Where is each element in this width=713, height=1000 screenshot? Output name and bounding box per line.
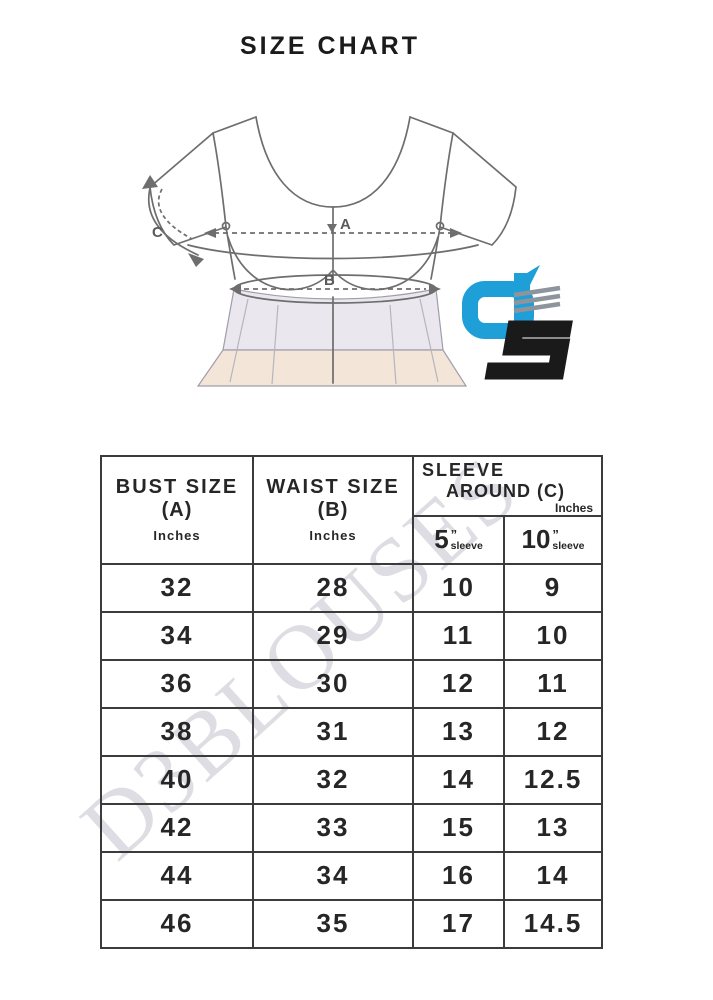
size-cell: 32: [100, 562, 254, 613]
size-cell: 9: [502, 562, 604, 613]
logo-s-shape: [484, 320, 573, 380]
size-cell: 32: [252, 754, 414, 805]
table-row: 40 32 14 12.5: [100, 754, 604, 805]
size-cell: 28: [252, 562, 414, 613]
sleeve-5-size: 5: [434, 524, 449, 555]
size-cell: 42: [100, 802, 254, 853]
waist-measure-label: B: [324, 272, 335, 289]
size-cell: 38: [100, 706, 254, 757]
bust-size-header: BUST SIZE (A) Inches: [100, 455, 254, 565]
size-cell: 14.5: [502, 898, 604, 949]
blouse-measurement-diagram: A B C: [142, 116, 517, 387]
waist-size-code: (B): [317, 499, 349, 522]
size-cell: 15: [412, 802, 505, 853]
blouse-outline: [147, 116, 517, 384]
size-cell: 13: [502, 802, 604, 853]
sleeve-5-header: 5 ” sleeve: [412, 514, 505, 565]
size-cell: 14: [412, 754, 505, 805]
size-chart-table: BUST SIZE (A) Inches WAIST SIZE (B) Inch…: [100, 455, 604, 949]
size-cell: 44: [100, 850, 254, 901]
size-cell: 12: [412, 658, 505, 709]
sleeve-unit: Inches: [555, 500, 594, 515]
size-cell: 16: [412, 850, 505, 901]
size-cell: 13: [412, 706, 505, 757]
bust-size-unit: Inches: [153, 528, 201, 544]
size-cell: 12.5: [502, 754, 604, 805]
bust-measure-label: A: [340, 216, 351, 233]
sleeve-10-word: sleeve: [552, 540, 585, 553]
table-row: 42 33 15 13: [100, 802, 604, 853]
sleeve-title-line2: AROUND (C): [446, 480, 565, 501]
size-cell: 11: [502, 658, 604, 709]
size-cell: 34: [252, 850, 414, 901]
size-cell: 46: [100, 898, 254, 949]
size-cell: 17: [412, 898, 505, 949]
inch-mark: ”: [552, 527, 558, 543]
waist-size-title: WAIST SIZE: [266, 476, 400, 499]
size-cell: 34: [100, 610, 254, 661]
table-row: 44 34 16 14: [100, 850, 604, 901]
size-cell: 10: [502, 610, 604, 661]
sleeve-10-header: 10 ” sleeve: [502, 514, 604, 565]
waist-size-header: WAIST SIZE (B) Inches: [252, 455, 414, 565]
size-cell: 33: [252, 802, 414, 853]
table-row: 34 29 11 10: [100, 610, 604, 661]
bust-size-title: BUST SIZE: [115, 476, 239, 499]
page-title: SIZE CHART: [240, 32, 420, 60]
sleeve-10-size: 10: [521, 524, 551, 555]
size-cell: 14: [502, 850, 604, 901]
size-cell: 12: [502, 706, 604, 757]
size-cell: 31: [252, 706, 414, 757]
waist-size-unit: Inches: [309, 528, 357, 544]
sleeve-subheader-row: 5 ” sleeve 10 ” sleeve: [101, 514, 604, 565]
sleeve-5-word: sleeve: [450, 540, 483, 553]
table-row: 36 30 12 11: [100, 658, 604, 709]
table-row: 38 31 13 12: [100, 706, 604, 757]
size-cell: 35: [252, 898, 414, 949]
size-cell: 10: [412, 562, 505, 613]
d3-brand-logo: [462, 265, 573, 380]
size-cell: 40: [100, 754, 254, 805]
table-row: 32 28 10 9: [100, 562, 604, 613]
measurement-lines: [157, 188, 452, 290]
inch-mark: ”: [450, 527, 457, 543]
size-cell: 36: [100, 658, 254, 709]
sleeve-title-line1: SLEEVE: [422, 460, 506, 480]
measurement-arrows: [142, 175, 462, 294]
sleeve-around-header: SLEEVE AROUND (C) Inches: [411, 455, 604, 517]
sleeve-measure-label: C: [152, 224, 163, 241]
size-cell: 11: [412, 610, 505, 661]
size-cell: 30: [252, 658, 414, 709]
size-cell: 29: [252, 610, 414, 661]
table-header-row: BUST SIZE (A) Inches WAIST SIZE (B) Inch…: [100, 455, 604, 565]
table-row: 46 35 17 14.5: [100, 898, 604, 949]
bust-size-code: (A): [161, 499, 193, 522]
logo-speed-lines: [513, 285, 561, 314]
